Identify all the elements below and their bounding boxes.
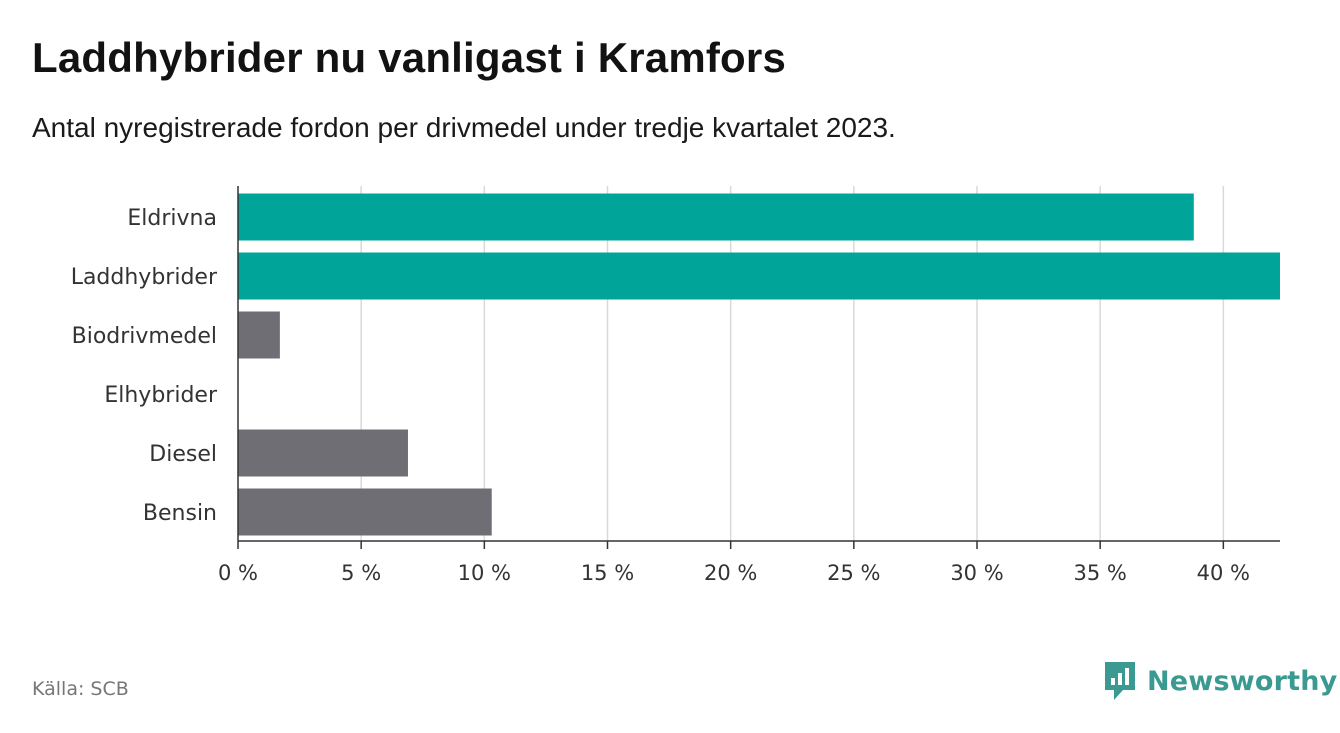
bar-laddhybrider	[238, 252, 1280, 300]
category-label-biodrivmedel: Biodrivmedel	[72, 324, 217, 349]
x-tick-label-10: 10 %	[458, 561, 511, 585]
x-tick-label-40: 40 %	[1197, 561, 1250, 585]
category-label-diesel: Diesel	[149, 442, 217, 467]
category-label-eldrivna: Eldrivna	[127, 206, 217, 231]
x-tick-label-35: 35 %	[1073, 561, 1126, 585]
chart-title: Laddhybrider nu vanligast i Kramfors	[32, 34, 787, 81]
brand-name: Newsworthy	[1147, 665, 1338, 697]
category-label-laddhybrider: Laddhybrider	[71, 265, 218, 290]
x-tick-label-5: 5 %	[341, 561, 381, 585]
category-label-bensin: Bensin	[143, 501, 217, 526]
bar-bensin	[238, 488, 492, 536]
brand-logo: Newsworthy	[1103, 660, 1337, 702]
category-label-elhybrider: Elhybrider	[104, 383, 218, 408]
bar-diesel	[238, 429, 408, 477]
x-tick-label-30: 30 %	[950, 561, 1003, 585]
chart-subtitle: Antal nyregistrerade fordon per drivmede…	[32, 112, 896, 143]
bar-biodrivmedel	[238, 311, 280, 359]
bar-eldrivna	[238, 193, 1194, 241]
source-note: Källa: SCB	[32, 678, 129, 700]
x-tick-label-15: 15 %	[581, 561, 634, 585]
x-tick-label-0: 0 %	[218, 561, 258, 585]
x-tick-label-25: 25 %	[827, 561, 880, 585]
x-tick-label-20: 20 %	[704, 561, 757, 585]
newsworthy-logo-icon	[1105, 662, 1135, 700]
